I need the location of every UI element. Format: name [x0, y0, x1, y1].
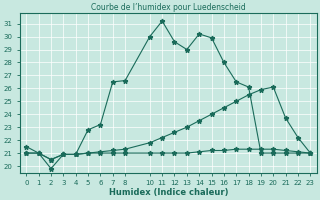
Title: Courbe de l’humidex pour Luedenscheid: Courbe de l’humidex pour Luedenscheid	[91, 3, 246, 12]
X-axis label: Humidex (Indice chaleur): Humidex (Indice chaleur)	[108, 188, 228, 197]
